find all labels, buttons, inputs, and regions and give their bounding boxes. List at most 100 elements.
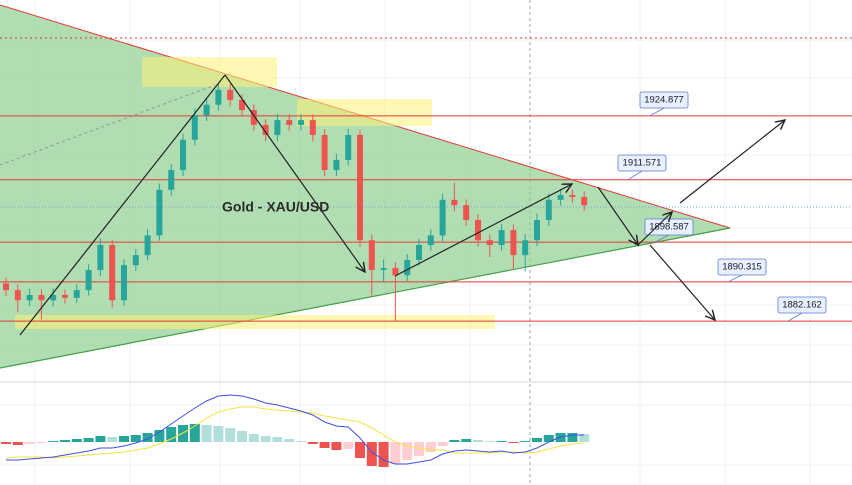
candle-body [522, 240, 529, 256]
histogram-bar [48, 441, 59, 442]
highlight-zone [15, 315, 495, 329]
candle-body [250, 110, 257, 125]
candle-body [62, 294, 68, 298]
candle-body [486, 240, 493, 246]
candle-body [498, 230, 505, 246]
candle-body [569, 195, 576, 197]
candle-body [85, 269, 92, 291]
candle-body [286, 120, 293, 125]
candle-body [227, 89, 234, 100]
histogram-bar [414, 442, 424, 456]
level-connector [654, 234, 670, 243]
candle-body [3, 283, 9, 291]
histogram-bar [331, 442, 342, 450]
level-label-box [777, 296, 827, 314]
candle-body [215, 89, 222, 105]
histogram-bar [107, 437, 118, 442]
candle-body [309, 120, 316, 135]
candle-body [510, 230, 517, 256]
histogram-bar [166, 427, 177, 442]
histogram-bar [260, 436, 271, 442]
histogram-bar [366, 442, 377, 466]
candle-body [427, 235, 434, 246]
macd-line [6, 394, 585, 465]
level-label-box [639, 91, 689, 109]
histogram-bar [189, 424, 200, 442]
candle-body [463, 205, 470, 221]
candle-body [144, 235, 151, 256]
candle-body [298, 120, 304, 125]
highlight-zone [142, 57, 277, 87]
histogram-bar [1, 442, 11, 444]
dashed-trendline [0, 84, 216, 166]
candle-body [534, 220, 540, 241]
histogram-bar [83, 438, 94, 442]
level-label: 1911.571 [623, 158, 662, 169]
level-connector [627, 170, 643, 181]
histogram-bar [95, 436, 106, 442]
histogram-bar [520, 441, 531, 442]
candle-body [97, 245, 104, 270]
histogram-bar [543, 435, 554, 442]
level-label-box [717, 258, 767, 276]
candle-body [156, 189, 163, 236]
candle-body [439, 199, 446, 236]
candle-body [581, 196, 588, 206]
histogram-bar [12, 442, 23, 445]
candle-body [451, 199, 458, 206]
candle-body [333, 159, 340, 171]
histogram-bar [237, 431, 247, 442]
histogram-bar [225, 428, 236, 442]
candle-body [168, 170, 175, 190]
histogram-bar [579, 434, 590, 442]
support-trendline [0, 227, 731, 369]
candle-body [545, 199, 552, 221]
histogram-bar [496, 441, 507, 442]
candle-body [404, 259, 411, 276]
histogram-bar [248, 434, 259, 442]
candle-body [475, 220, 481, 241]
projection-arrows [19, 74, 785, 336]
candle-body [262, 124, 269, 135]
histogram-bar [319, 442, 330, 448]
histogram-bar [402, 442, 413, 460]
candle-body [357, 134, 363, 241]
histogram-bar [119, 436, 129, 442]
histogram-bar [201, 425, 212, 442]
candle-body [239, 99, 245, 111]
histogram-bar [36, 442, 47, 443]
histogram-bar [355, 442, 365, 458]
histogram-bar [71, 439, 82, 442]
candle-body [392, 268, 399, 276]
candle-body [274, 120, 281, 135]
histogram-bar [425, 442, 436, 452]
histogram-bar [60, 440, 70, 442]
candle-body [180, 139, 186, 171]
level-label: 1882.162 [782, 300, 822, 311]
candle-body [38, 294, 45, 301]
level-connector [727, 274, 743, 283]
candle-body [203, 104, 210, 116]
candle-body [50, 294, 57, 301]
triangle-pattern [0, 5, 730, 368]
candle-body [368, 240, 375, 270]
candle-body [345, 134, 352, 160]
histogram-bar [296, 441, 306, 442]
candle-body [416, 245, 422, 260]
candle-body [121, 265, 127, 301]
level-label: 1924.877 [644, 95, 684, 106]
highlight-zone [297, 99, 432, 126]
histogram-bar [461, 439, 472, 442]
histogram-bar [142, 433, 153, 442]
histogram-bar [272, 437, 283, 442]
histogram-bar [130, 435, 141, 442]
candle-body [132, 255, 139, 266]
candle-body [380, 268, 387, 270]
histogram-bar [567, 433, 578, 442]
macd-panel [1, 394, 590, 467]
candle-body [109, 245, 116, 301]
candle-body [191, 115, 198, 140]
histogram-bar [532, 438, 542, 442]
histogram-bar [390, 442, 401, 464]
